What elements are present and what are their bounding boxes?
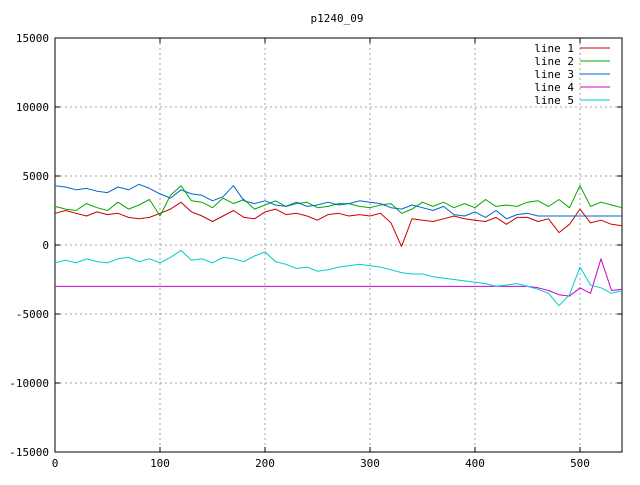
legend-label-1: line 1	[534, 42, 574, 55]
legend-label-2: line 2	[534, 55, 574, 68]
y-tick-label: 10000	[16, 101, 49, 114]
x-tick-label: 100	[150, 457, 170, 470]
x-tick-label: 300	[360, 457, 380, 470]
y-tick-label: -5000	[16, 308, 49, 321]
x-tick-label: 0	[52, 457, 59, 470]
legend-label-5: line 5	[534, 94, 574, 107]
x-tick-label: 500	[570, 457, 590, 470]
y-tick-label: -15000	[9, 446, 49, 459]
y-tick-label: 15000	[16, 32, 49, 45]
y-tick-label: 0	[42, 239, 49, 252]
series-layer	[54, 183, 623, 307]
x-tick-label: 400	[465, 457, 485, 470]
y-tick-label: 5000	[23, 170, 50, 183]
grid	[55, 38, 622, 452]
legend-label-4: line 4	[534, 81, 574, 94]
chart-title: p1240_09	[311, 12, 364, 25]
series-line-4	[55, 258, 623, 297]
series-line-5	[54, 250, 623, 307]
y-tick-label: -10000	[9, 377, 49, 390]
series-line-2	[54, 185, 623, 217]
axes: 0 100 200 300 400 500 -15000 -10000 -5000 0 5000 10…	[9, 32, 623, 470]
series-line-1	[54, 201, 623, 247]
x-tick-label: 200	[255, 457, 275, 470]
series-line-3	[54, 183, 622, 220]
legend-label-3: line 3	[534, 68, 574, 81]
